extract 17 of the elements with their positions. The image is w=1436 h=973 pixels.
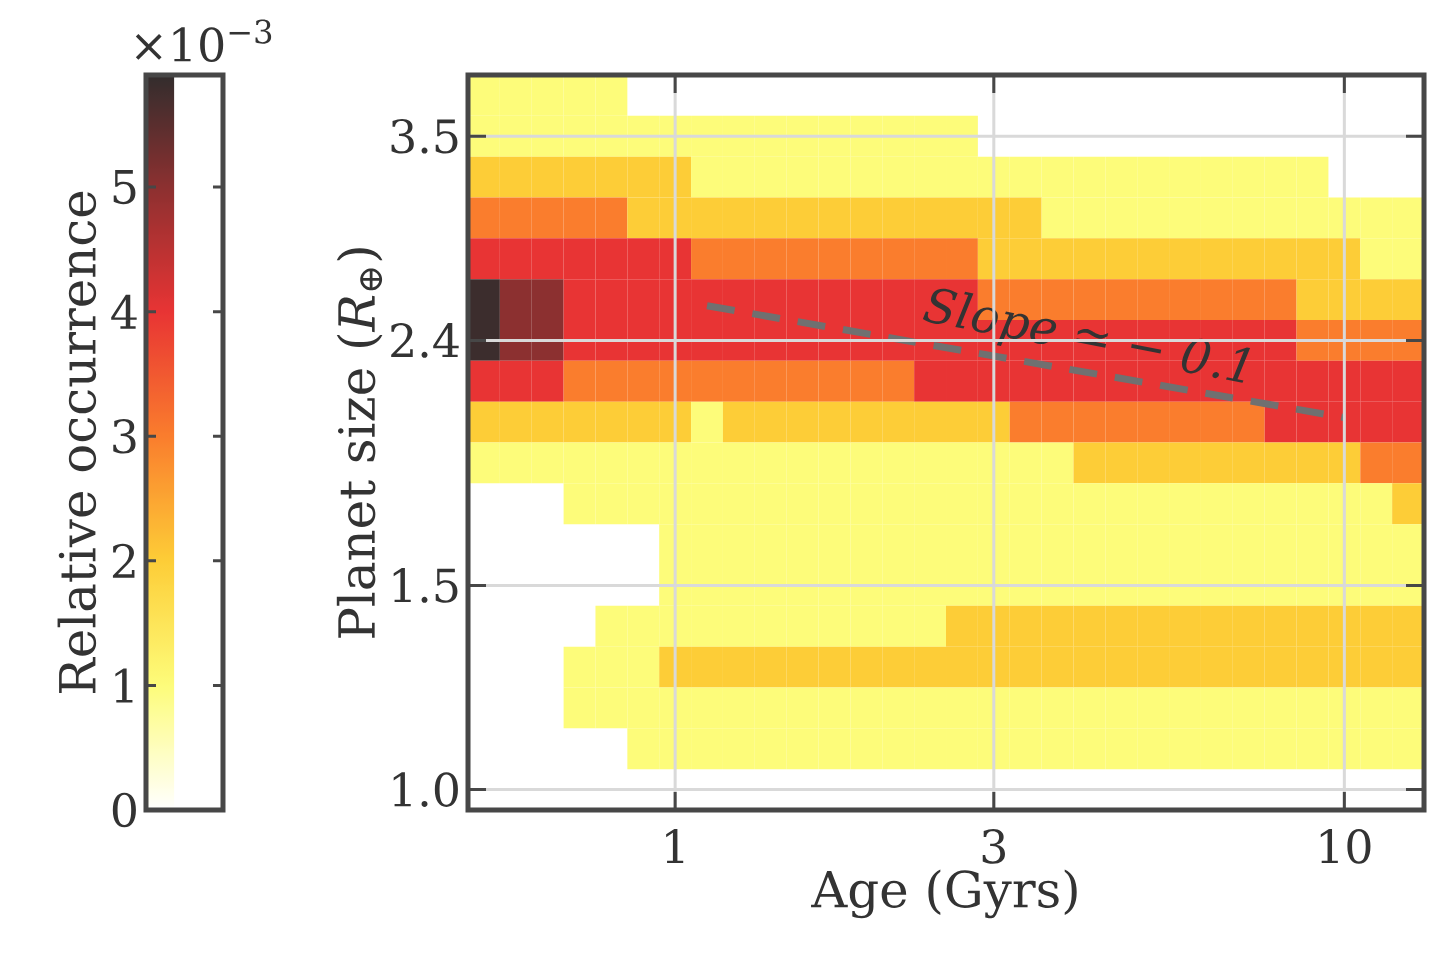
color-bar-label: 3	[113, 418, 136, 454]
y-tick-label: 1.0	[393, 772, 458, 807]
color-bar-label: 0	[112, 792, 136, 828]
text: ×10$^{−3}$	[135, 19, 272, 62]
color-bar-label: 1	[115, 668, 133, 703]
color-bar-title: Relative occurrence	[57, 191, 97, 693]
color-bar-label: 5	[113, 170, 136, 205]
x-tick-label: 1	[666, 829, 684, 864]
x-tick-label: 3	[982, 829, 1005, 864]
y-tick-label: 2.4	[391, 323, 459, 358]
color-bar-label: 4	[111, 294, 137, 329]
y-tick-label: 3.5	[391, 118, 458, 154]
y-tick-label: 1.5	[393, 568, 458, 603]
color-bar-label: 2	[112, 543, 135, 578]
y-axis-title: Planet size (R$_{⊕}$)	[336, 248, 383, 638]
x-tick-label: 10	[1320, 829, 1371, 864]
x-axis-title: Age (Gyrs)	[811, 869, 1077, 919]
